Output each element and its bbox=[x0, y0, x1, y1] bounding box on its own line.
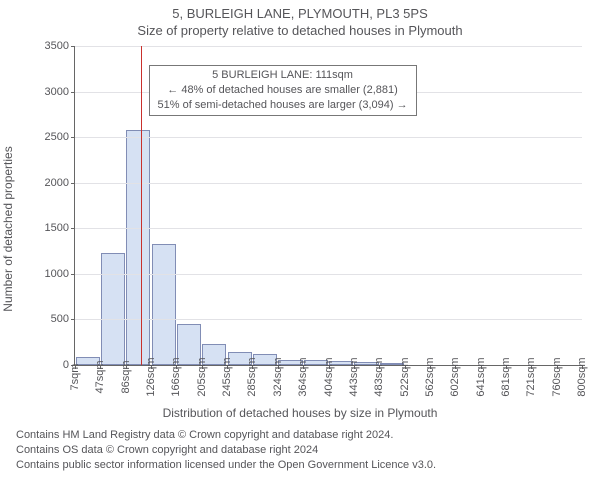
y-tick-label: 1000 bbox=[45, 268, 69, 280]
chart-area: Number of detached properties 0500100015… bbox=[56, 42, 590, 402]
grid-line bbox=[75, 274, 582, 275]
y-axis-label: Number of detached properties bbox=[1, 146, 15, 311]
x-tick-label: 522sqm bbox=[399, 357, 411, 396]
x-tick-label: 47sqm bbox=[94, 360, 106, 393]
x-tick-label: 483sqm bbox=[373, 357, 385, 396]
grid-line bbox=[75, 137, 582, 138]
property-info-box: 5 BURLEIGH LANE: 111sqm← 48% of detached… bbox=[149, 65, 417, 116]
histogram-bar bbox=[152, 244, 176, 365]
y-tick-label: 1500 bbox=[45, 222, 69, 234]
y-tick-label: 500 bbox=[51, 313, 69, 325]
y-tick-label: 3000 bbox=[45, 86, 69, 98]
x-tick-label: 324sqm bbox=[272, 357, 284, 396]
chart-title-sub: Size of property relative to detached ho… bbox=[0, 21, 600, 42]
plot-area: 05001000150020002500300035007sqm47sqm86s… bbox=[74, 46, 582, 366]
x-tick-label: 602sqm bbox=[449, 357, 461, 396]
x-tick-label: 641sqm bbox=[475, 357, 487, 396]
x-tick-label: 285sqm bbox=[246, 357, 258, 396]
info-box-line-2: ← 48% of detached houses are smaller (2,… bbox=[158, 83, 408, 98]
chart-title-main: 5, BURLEIGH LANE, PLYMOUTH, PL3 5PS bbox=[0, 0, 600, 21]
info-box-line-3: 51% of semi-detached houses are larger (… bbox=[158, 98, 408, 113]
histogram-bar bbox=[126, 130, 150, 365]
y-tick-mark bbox=[71, 274, 75, 275]
grid-line bbox=[75, 46, 582, 47]
y-tick-label: 2000 bbox=[45, 177, 69, 189]
x-tick-label: 721sqm bbox=[525, 357, 537, 396]
x-tick-label: 404sqm bbox=[323, 357, 335, 396]
y-tick-mark bbox=[71, 46, 75, 47]
y-tick-mark bbox=[71, 137, 75, 138]
y-tick-mark bbox=[71, 183, 75, 184]
grid-line bbox=[75, 228, 582, 229]
y-tick-mark bbox=[71, 319, 75, 320]
grid-line bbox=[75, 319, 582, 320]
y-tick-label: 3500 bbox=[45, 40, 69, 52]
x-tick-label: 245sqm bbox=[221, 357, 233, 396]
x-tick-label: 443sqm bbox=[348, 357, 360, 396]
x-tick-label: 364sqm bbox=[297, 357, 309, 396]
footer: Contains HM Land Registry data © Crown c… bbox=[0, 420, 600, 473]
x-tick-label: 800sqm bbox=[576, 357, 588, 396]
footer-line-2: Contains OS data © Crown copyright and d… bbox=[16, 443, 600, 458]
footer-line-1: Contains HM Land Registry data © Crown c… bbox=[16, 428, 600, 443]
x-tick-label: 562sqm bbox=[424, 357, 436, 396]
footer-line-3: Contains public sector information licen… bbox=[16, 458, 600, 473]
property-marker-line bbox=[141, 46, 142, 365]
histogram-bar bbox=[101, 253, 125, 365]
x-tick-label: 166sqm bbox=[170, 357, 182, 396]
x-tick-label: 7sqm bbox=[69, 364, 81, 391]
x-tick-label: 126sqm bbox=[145, 357, 157, 396]
x-axis-label: Distribution of detached houses by size … bbox=[0, 406, 600, 420]
x-tick-label: 205sqm bbox=[196, 357, 208, 396]
y-tick-label: 2500 bbox=[45, 131, 69, 143]
x-tick-label: 86sqm bbox=[120, 360, 132, 393]
y-tick-mark bbox=[71, 228, 75, 229]
x-tick-label: 760sqm bbox=[551, 357, 563, 396]
y-tick-mark bbox=[71, 92, 75, 93]
x-tick-label: 681sqm bbox=[500, 357, 512, 396]
info-box-line-1: 5 BURLEIGH LANE: 111sqm bbox=[158, 68, 408, 83]
grid-line bbox=[75, 183, 582, 184]
